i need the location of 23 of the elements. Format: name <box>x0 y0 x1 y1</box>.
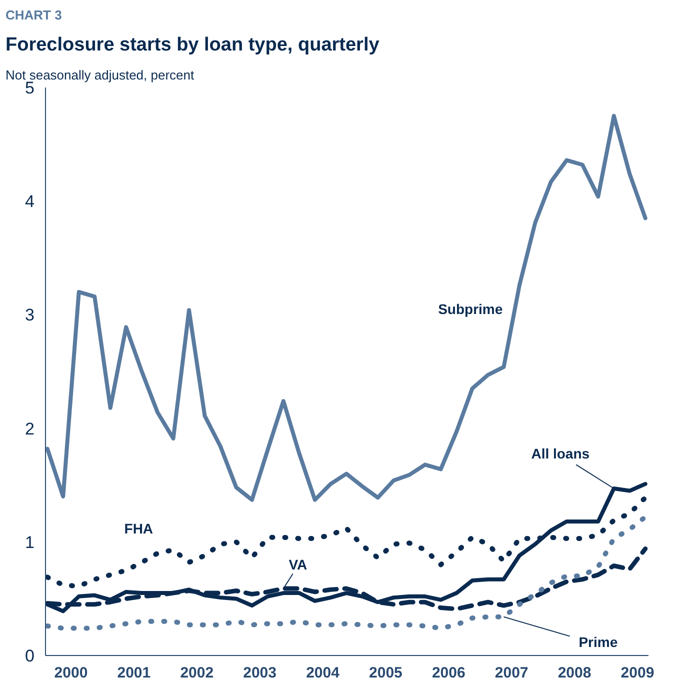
series-label: Subprime <box>438 301 503 318</box>
series-label: VA <box>288 556 308 573</box>
x-tick-label: 2002 <box>180 664 214 682</box>
x-tick-label: 2001 <box>117 664 151 682</box>
y-tick-label: 1 <box>25 532 35 552</box>
x-tick-label: 2004 <box>306 664 340 682</box>
x-tick-label: 2009 <box>620 664 654 682</box>
y-tick-label: 2 <box>25 419 35 438</box>
y-tick-label: 4 <box>25 192 35 212</box>
x-tick-label: 2007 <box>494 664 528 682</box>
chart-title: Foreclosure starts by loan type, quarterly <box>6 34 380 56</box>
x-tick-label: 2006 <box>432 664 466 682</box>
text: Prime <box>578 634 618 650</box>
text: All loans <box>531 445 590 462</box>
x-tick-label: 2005 <box>369 664 402 682</box>
chart-subtitle: CHART 3 <box>6 8 62 22</box>
x-tick-label: 2003 <box>243 664 277 682</box>
series-label: FHA <box>124 520 154 536</box>
line-series <box>46 114 648 502</box>
y-tick-label: 3 <box>25 306 35 325</box>
x-tick-label: 2000 <box>54 664 88 682</box>
y-tick-label: 0 <box>25 646 35 666</box>
x-tick-label: 2008 <box>558 664 592 682</box>
